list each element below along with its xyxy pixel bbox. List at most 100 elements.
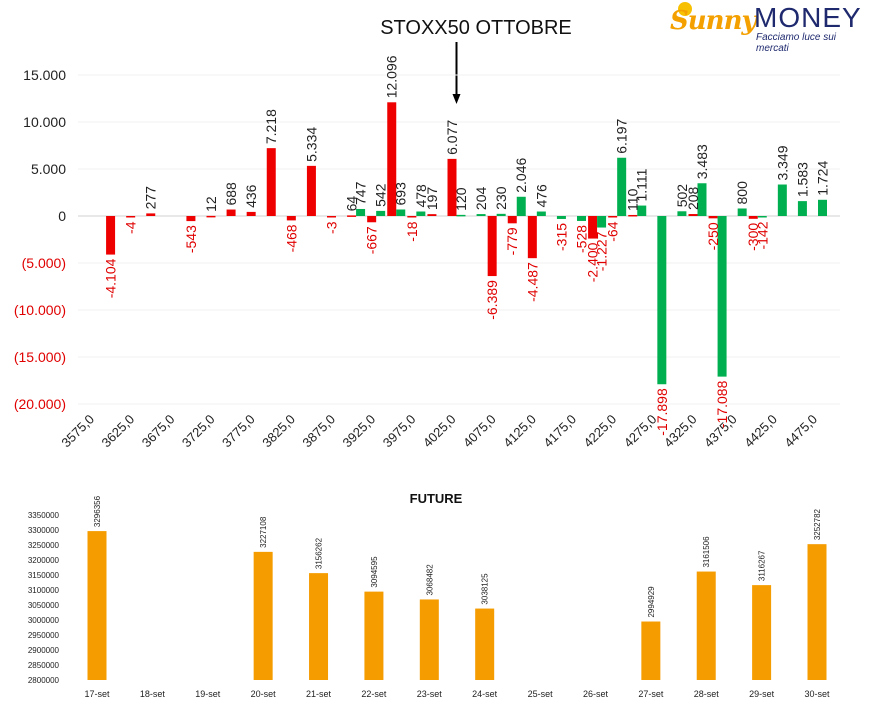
data-label: 12 [203, 196, 219, 212]
data-label: 197 [424, 187, 440, 211]
bar [476, 214, 486, 216]
x-tick-label: 4225,0 [581, 412, 620, 451]
bar [327, 216, 336, 218]
future-x-tick-label: 27-set [638, 689, 664, 699]
future-bar [807, 544, 827, 680]
data-label: -18 [404, 221, 420, 241]
bar [818, 199, 827, 216]
future-y-tick-label: 2950000 [28, 631, 60, 640]
x-tick-label: 3975,0 [380, 412, 419, 451]
bar [106, 216, 116, 255]
data-label: -250 [705, 222, 721, 250]
future-data-label: 3161506 [702, 536, 711, 568]
future-bar [475, 608, 495, 680]
bar [347, 215, 357, 217]
bar [708, 216, 718, 219]
stoxx50-open-interest-chart: STOXX50 OTTOBRE 15.000 10.000 5.000 0 (5.000… [14, 17, 840, 451]
data-label: -17.088 [714, 380, 730, 428]
future-data-label: 3038125 [481, 573, 490, 605]
bar [367, 216, 377, 223]
data-label: -4.104 [103, 258, 119, 298]
x-tick-label: 3825,0 [259, 412, 298, 451]
x-tick-label: 3875,0 [299, 412, 338, 451]
x-tick-label: 4025,0 [420, 412, 459, 451]
bar [407, 216, 417, 218]
bar [577, 216, 586, 221]
data-label: -4 [123, 221, 139, 234]
bar [416, 211, 426, 216]
bar [146, 213, 156, 216]
bar [737, 208, 747, 216]
future-chart: FUTURE 3350000 3300000 3250000 3200000 31500… [28, 491, 830, 699]
bar [427, 214, 437, 216]
future-y-tick-label: 3100000 [28, 586, 60, 595]
bar [617, 157, 627, 216]
data-label: 204 [473, 187, 489, 211]
x-tick-label: 4125,0 [500, 412, 539, 451]
annotation-arrowhead [452, 94, 461, 104]
data-label: 6.197 [614, 119, 630, 154]
data-label: 7.218 [263, 109, 279, 144]
future-data-label: 3094595 [370, 556, 379, 588]
future-x-tick-label: 21-set [306, 689, 332, 699]
future-x-tick-label: 23-set [417, 689, 443, 699]
future-x-tick-label: 19-set [195, 689, 221, 699]
x-tick-label: 3625,0 [99, 412, 138, 451]
bar [717, 216, 727, 377]
future-x-tick-label: 25-set [528, 689, 554, 699]
data-label: 120 [453, 187, 469, 211]
bar [628, 214, 638, 217]
x-tick-label: 3675,0 [139, 412, 178, 451]
future-bar [253, 551, 273, 680]
y-tick-label: (5.000) [22, 255, 66, 271]
data-label: -64 [605, 221, 621, 241]
y-tick-label: 15.000 [23, 67, 66, 83]
bar [637, 205, 647, 216]
future-y-tick-label: 2800000 [28, 676, 60, 685]
data-label: 1.111 [634, 168, 650, 201]
x-tick-label: 3925,0 [340, 412, 379, 451]
future-y-tick-label: 2850000 [28, 661, 60, 670]
future-y-tick-label: 3000000 [28, 616, 60, 625]
future-y-tick-label: 3250000 [28, 541, 60, 550]
bar [456, 214, 466, 217]
data-label: 6.077 [444, 120, 460, 155]
future-y-tick-label: 3200000 [28, 556, 60, 565]
bar [356, 208, 366, 216]
data-label: 277 [143, 186, 159, 210]
future-x-tick-label: 29-set [749, 689, 775, 699]
data-label: -779 [504, 227, 520, 255]
bar [536, 211, 546, 216]
future-bar [309, 573, 329, 680]
y-tick-label: 5.000 [31, 161, 66, 177]
x-tick-label: 4425,0 [741, 412, 780, 451]
data-label: -315 [553, 223, 569, 251]
future-data-label: 3227108 [259, 516, 268, 548]
data-label: 5.334 [303, 127, 319, 162]
chart-title: STOXX50 OTTOBRE [380, 17, 572, 39]
bar [777, 184, 787, 216]
bar [387, 102, 397, 216]
bar [608, 216, 618, 218]
future-data-label: 3296356 [93, 495, 102, 527]
future-bar [696, 571, 716, 680]
data-label: 3.349 [774, 145, 790, 180]
data-label: 502 [674, 184, 690, 208]
future-data-label: 3156262 [315, 537, 324, 569]
bar [556, 216, 566, 219]
data-label: 1.724 [815, 161, 831, 196]
y-tick-label: 10.000 [23, 114, 66, 130]
data-label: 478 [413, 184, 429, 208]
future-x-tick-label: 26-set [583, 689, 609, 699]
data-label: 1.583 [794, 162, 810, 197]
bar [396, 209, 406, 216]
data-label: 230 [493, 186, 509, 210]
future-bar [364, 591, 384, 680]
future-title: FUTURE [410, 491, 463, 506]
data-label: 2.046 [513, 158, 529, 193]
data-label: -6.389 [484, 280, 500, 320]
data-label: -528 [574, 225, 590, 253]
bar [226, 209, 236, 216]
bar [516, 196, 526, 216]
data-label: -4.487 [524, 262, 540, 302]
